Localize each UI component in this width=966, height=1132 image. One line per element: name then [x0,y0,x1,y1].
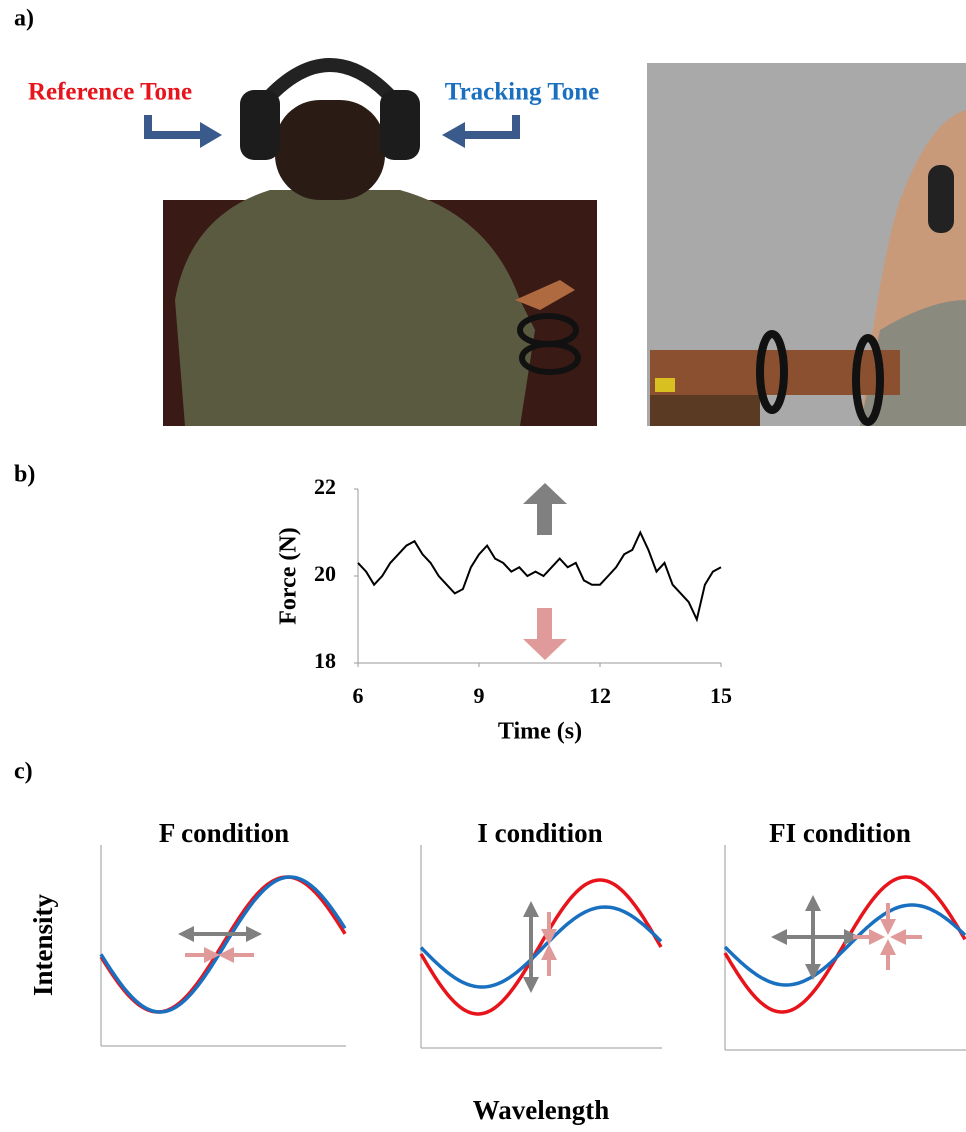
panel-title: FI condition [769,818,911,848]
down-arrow-icon [523,608,567,660]
force-line [358,533,721,620]
arrows [185,903,922,985]
y-tick-label: 18 [314,648,336,673]
panel-label: b) [14,462,35,488]
wave-panels [101,845,966,1050]
arrow-icon [148,115,200,135]
tracking-tone-label: Tracking Tone [445,79,599,106]
up-arrow-icon [523,483,567,535]
figure: a) Reference Tone Tracking Tone b) Time … [0,0,966,1132]
wave-curve [101,877,345,1012]
panel-label: c) [14,759,33,785]
y-tick-label: 22 [314,474,336,499]
y-axis-label: Intensity [28,893,58,996]
x-tick-label: 9 [474,683,485,708]
x-axis-label: Time (s) [498,719,582,745]
x-tick-label: 12 [589,683,611,708]
illustration-back-view [163,65,597,426]
panel-title: F condition [159,818,289,848]
panel-title: I condition [477,818,602,848]
illustration-side-view [647,63,966,426]
reference-tone-label: Reference Tone [28,79,192,106]
x-tick-label: 15 [710,683,732,708]
arrow-icon [442,122,465,148]
y-tick-label: 20 [314,561,336,586]
arrow-icon [465,115,516,135]
wave-curve [725,877,965,1012]
arrow-icon [200,122,222,148]
y-axis-label: Force (N) [276,527,302,625]
panel-label: a) [14,6,34,32]
wave-curve [421,880,661,1014]
force-chart: Time (s) Force (N) 18 20 22 6 9 12 15 [276,474,733,744]
x-axis-label: Wavelength [473,1095,610,1125]
x-tick-label: 6 [353,683,364,708]
